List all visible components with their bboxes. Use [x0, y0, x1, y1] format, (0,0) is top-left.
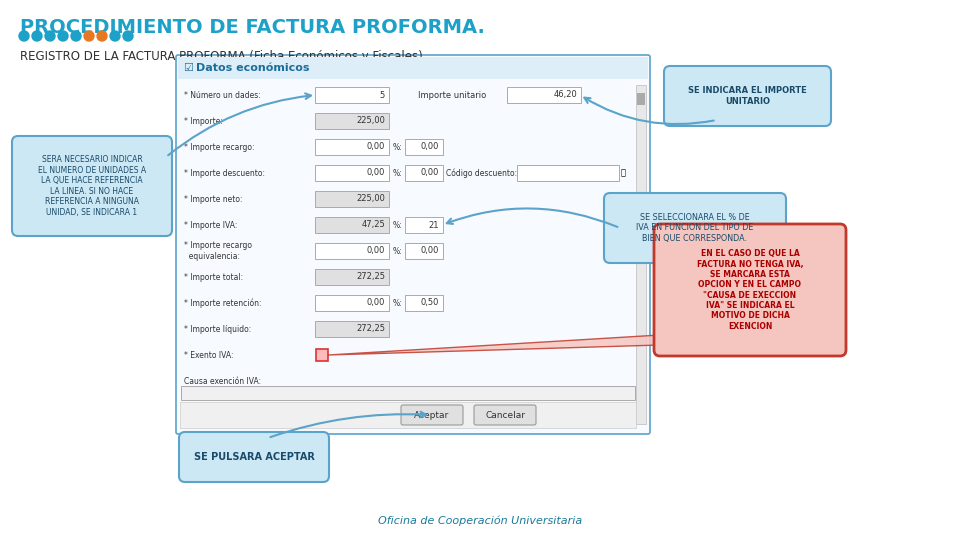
- Circle shape: [84, 31, 94, 41]
- Text: 0,00: 0,00: [420, 143, 439, 152]
- Circle shape: [123, 31, 133, 41]
- Circle shape: [97, 31, 107, 41]
- Bar: [180, 402, 636, 428]
- Text: EN EL CASO DE QUE LA
FACTURA NO TENGA IVA,
SE MARCARA ESTA
OPCION Y EN EL CAMPO
: EN EL CASO DE QUE LA FACTURA NO TENGA IV…: [697, 249, 804, 331]
- Text: SE PULSARA ACEPTAR: SE PULSARA ACEPTAR: [194, 452, 315, 462]
- FancyBboxPatch shape: [315, 191, 389, 207]
- Text: Código descuento:: Código descuento:: [446, 168, 517, 178]
- Circle shape: [58, 31, 68, 41]
- Text: SE SELECCIONARA EL % DE
IVA EN FUNCION DEL TIPO DE
BIEN QUE CORRESPONDA.: SE SELECCIONARA EL % DE IVA EN FUNCION D…: [636, 213, 754, 243]
- Text: * Importe:: * Importe:: [184, 117, 223, 125]
- FancyBboxPatch shape: [181, 386, 635, 400]
- Text: PROCEDIMIENTO DE FACTURA PROFORMA.: PROCEDIMIENTO DE FACTURA PROFORMA.: [20, 18, 485, 37]
- FancyBboxPatch shape: [315, 217, 389, 233]
- Text: %:: %:: [393, 246, 402, 255]
- Text: 0,00: 0,00: [367, 143, 385, 152]
- Text: %:: %:: [393, 220, 402, 230]
- FancyBboxPatch shape: [315, 269, 389, 285]
- Bar: [178, 57, 648, 79]
- Text: * Número un dades:: * Número un dades:: [184, 91, 261, 99]
- Bar: [636, 85, 646, 424]
- Text: 21: 21: [428, 220, 439, 230]
- Polygon shape: [328, 335, 660, 355]
- Text: * Importe descuento:: * Importe descuento:: [184, 168, 265, 178]
- Text: 47,25: 47,25: [361, 220, 385, 230]
- Text: 0,00: 0,00: [367, 168, 385, 178]
- FancyBboxPatch shape: [315, 139, 389, 155]
- FancyBboxPatch shape: [517, 165, 619, 181]
- Text: 🔍: 🔍: [621, 168, 626, 178]
- Text: %:: %:: [393, 299, 402, 307]
- Text: 0,00: 0,00: [367, 246, 385, 255]
- Text: 272,25: 272,25: [356, 325, 385, 334]
- Text: * Importe recargo:: * Importe recargo:: [184, 143, 254, 152]
- FancyBboxPatch shape: [405, 217, 443, 233]
- Text: %:: %:: [393, 143, 402, 152]
- Text: 0,50: 0,50: [420, 299, 439, 307]
- Text: SE INDICARA EL IMPORTE
UNITARIO: SE INDICARA EL IMPORTE UNITARIO: [688, 86, 806, 106]
- FancyBboxPatch shape: [315, 165, 389, 181]
- Text: 5: 5: [380, 91, 385, 99]
- FancyBboxPatch shape: [176, 55, 650, 434]
- FancyBboxPatch shape: [474, 405, 536, 425]
- Text: REGISTRO DE LA FACTURA PROFORMA (Ficha Económicos y Fiscales): REGISTRO DE LA FACTURA PROFORMA (Ficha E…: [20, 50, 422, 63]
- Text: * Importe recargo
  equivalencia:: * Importe recargo equivalencia:: [184, 241, 252, 261]
- FancyBboxPatch shape: [315, 243, 389, 259]
- FancyBboxPatch shape: [654, 224, 846, 356]
- FancyBboxPatch shape: [315, 321, 389, 337]
- FancyBboxPatch shape: [316, 349, 328, 361]
- FancyBboxPatch shape: [315, 113, 389, 129]
- Text: 46,20: 46,20: [553, 91, 577, 99]
- Circle shape: [45, 31, 55, 41]
- Text: * Importe neto:: * Importe neto:: [184, 194, 243, 204]
- Text: Oficina de Cooperación Universitaria: Oficina de Cooperación Universitaria: [378, 516, 582, 526]
- Bar: [637, 93, 645, 105]
- Circle shape: [19, 31, 29, 41]
- FancyBboxPatch shape: [315, 87, 389, 103]
- Text: * Importe retención:: * Importe retención:: [184, 298, 261, 308]
- Text: ☑: ☑: [183, 63, 193, 73]
- Text: Causa exención IVA:: Causa exención IVA:: [184, 376, 261, 386]
- Text: Cancelar: Cancelar: [485, 410, 525, 420]
- FancyBboxPatch shape: [315, 295, 389, 311]
- Text: Datos económicos: Datos económicos: [196, 63, 309, 73]
- Text: 0,00: 0,00: [420, 246, 439, 255]
- Text: Importe unitario: Importe unitario: [418, 91, 487, 99]
- Circle shape: [110, 31, 120, 41]
- FancyBboxPatch shape: [507, 87, 581, 103]
- FancyBboxPatch shape: [604, 193, 786, 263]
- Text: Aceptar: Aceptar: [415, 410, 449, 420]
- Text: 272,25: 272,25: [356, 273, 385, 281]
- FancyBboxPatch shape: [12, 136, 172, 236]
- Circle shape: [32, 31, 42, 41]
- FancyBboxPatch shape: [179, 432, 329, 482]
- Circle shape: [71, 31, 81, 41]
- FancyBboxPatch shape: [664, 66, 831, 126]
- Text: 0,00: 0,00: [420, 168, 439, 178]
- Text: * Importe líquido:: * Importe líquido:: [184, 325, 252, 334]
- Text: * Importe IVA:: * Importe IVA:: [184, 220, 237, 230]
- Text: 225,00: 225,00: [356, 117, 385, 125]
- Text: 0,00: 0,00: [367, 299, 385, 307]
- FancyBboxPatch shape: [405, 295, 443, 311]
- FancyBboxPatch shape: [401, 405, 463, 425]
- FancyBboxPatch shape: [405, 165, 443, 181]
- Text: %:: %:: [393, 168, 402, 178]
- Text: 225,00: 225,00: [356, 194, 385, 204]
- FancyBboxPatch shape: [405, 139, 443, 155]
- Text: SERA NECESARIO INDICAR
EL NUMERO DE UNIDADES A
LA QUE HACE REFERENCIA
LA LINEA. : SERA NECESARIO INDICAR EL NUMERO DE UNID…: [38, 156, 146, 217]
- Text: * Exento IVA:: * Exento IVA:: [184, 350, 233, 360]
- Text: * Importe total:: * Importe total:: [184, 273, 243, 281]
- FancyBboxPatch shape: [405, 243, 443, 259]
